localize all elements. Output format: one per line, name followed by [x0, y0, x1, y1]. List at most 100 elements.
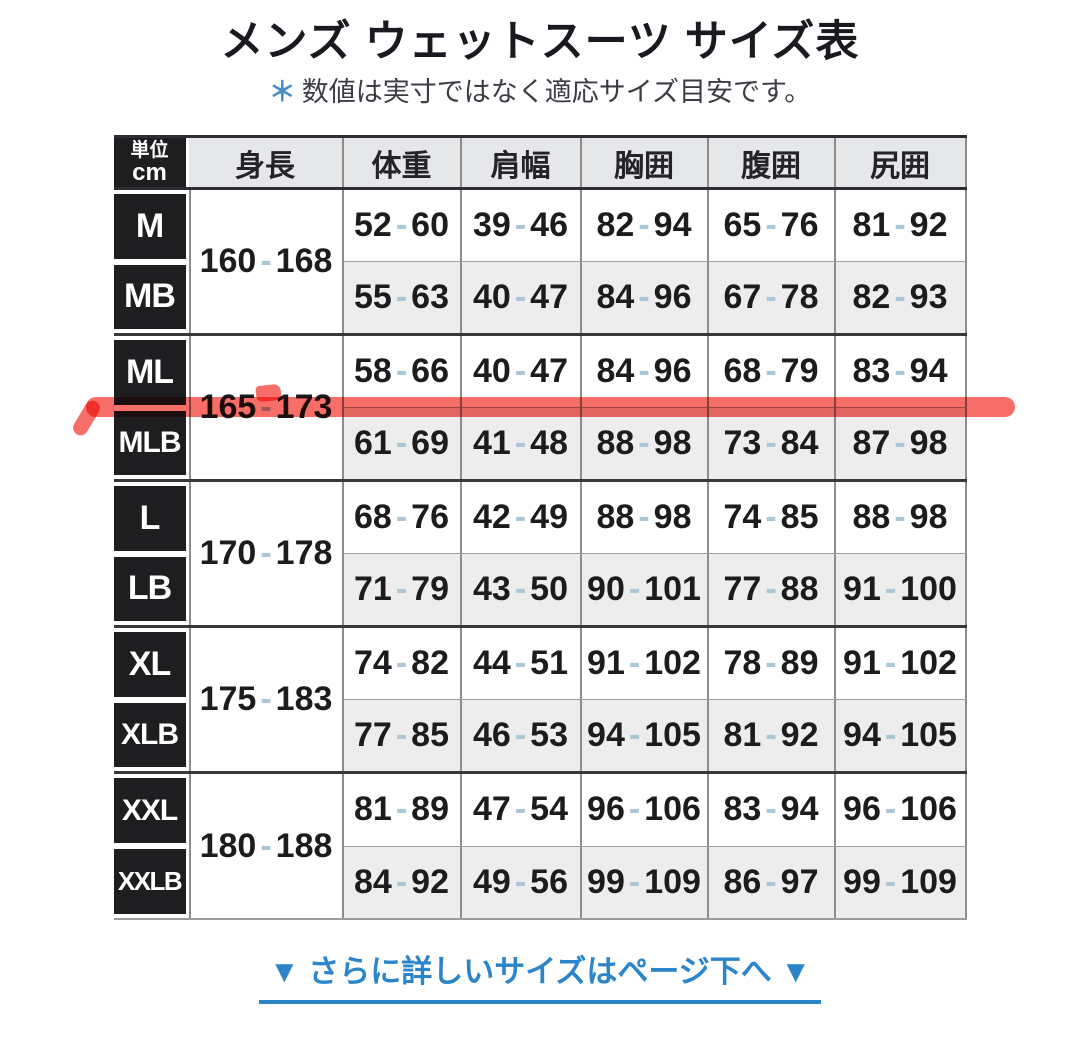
size-label-mb: MB — [113, 264, 186, 329]
cell-shoulder: 49-56 — [462, 846, 582, 918]
cell-belly: 74-85 — [709, 482, 836, 553]
cell-hip: 91-102 — [836, 628, 967, 699]
cell-belly: 77-88 — [709, 554, 836, 625]
cell-chest: 90-101 — [582, 554, 709, 625]
col-header-unit: 単位 cm — [113, 138, 189, 187]
col-header-chest: 胸囲 — [582, 138, 709, 187]
cell-belly: 68-79 — [709, 336, 836, 407]
cell-chest: 94-105 — [582, 700, 709, 771]
cell-chest: 84-96 — [582, 262, 709, 333]
cell-weight: 61-69 — [344, 408, 462, 479]
cell-shoulder: 40-47 — [462, 262, 582, 333]
table-row: 77-85 46-53 94-105 81-92 94-105 — [343, 699, 967, 771]
size-table: 単位 cm 身長 体重 肩幅 胸囲 腹囲 尻囲 M MB 160-168 52-… — [113, 135, 967, 920]
size-group-m: M MB 160-168 52-60 39-46 82-94 65-76 81-… — [113, 190, 967, 336]
cell-weight: 84-92 — [344, 846, 462, 918]
value-cells: 52-60 39-46 82-94 65-76 81-92 55-63 40-4… — [343, 190, 967, 333]
cell-height: 170-178 — [188, 482, 344, 625]
cell-belly: 67-78 — [709, 262, 836, 333]
cell-shoulder: 43-50 — [462, 554, 582, 625]
cell-hip: 83-94 — [836, 336, 967, 407]
cell-chest: 82-94 — [582, 190, 709, 261]
cell-belly: 83-94 — [709, 774, 836, 846]
size-label-column: M MB — [113, 190, 189, 333]
cell-hip: 94-105 — [836, 700, 967, 771]
size-label-xxl: XXL — [113, 778, 186, 843]
value-cells: 58-66 40-47 84-96 68-79 83-94 61-69 41-4… — [343, 336, 967, 479]
unit-label: 単位 — [130, 139, 169, 161]
cell-chest: 91-102 — [582, 628, 709, 699]
size-label-column: XL XLB — [113, 628, 189, 771]
cell-belly: 86-97 — [709, 846, 836, 918]
table-row: 84-92 49-56 99-109 86-97 99-109 — [343, 845, 967, 918]
cell-weight: 71-79 — [344, 554, 462, 625]
cell-hip: 96-106 — [836, 774, 967, 846]
cell-chest: 88-98 — [582, 408, 709, 479]
size-group-l: L LB 170-178 68-76 42-49 88-98 74-85 88-… — [113, 482, 967, 628]
cell-shoulder: 42-49 — [462, 482, 582, 553]
cell-shoulder: 44-51 — [462, 628, 582, 699]
cell-shoulder: 40-47 — [462, 336, 582, 407]
size-note: ＊数値は実寸ではなく適応サイズ目安です。 — [0, 76, 1080, 108]
col-header-weight: 体重 — [344, 138, 462, 187]
red-marker-highlight — [86, 397, 1015, 417]
table-header-row: 単位 cm 身長 体重 肩幅 胸囲 腹囲 尻囲 — [113, 138, 967, 190]
page-title: メンズ ウェットスーツ サイズ表 — [220, 18, 860, 66]
table-row: 71-79 43-50 90-101 77-88 91-100 — [343, 553, 967, 625]
cell-chest: 84-96 — [582, 336, 709, 407]
cell-shoulder: 39-46 — [462, 190, 582, 261]
size-label-xl: XL — [113, 632, 186, 697]
cell-hip: 91-100 — [836, 554, 967, 625]
table-row: 81-89 47-54 96-106 83-94 96-106 — [343, 774, 967, 846]
cell-weight: 58-66 — [344, 336, 462, 407]
cell-chest: 99-109 — [582, 846, 709, 918]
cell-height: 175-183 — [188, 628, 344, 771]
table-row: 68-76 42-49 88-98 74-85 88-98 — [343, 482, 967, 553]
size-label-m: M — [113, 194, 186, 259]
cell-weight: 77-85 — [344, 700, 462, 771]
value-cells: 68-76 42-49 88-98 74-85 88-98 71-79 43-5… — [343, 482, 967, 625]
size-label-column: L LB — [113, 482, 189, 625]
size-label-lb: LB — [113, 556, 186, 621]
size-label-mlb: MLB — [113, 410, 186, 475]
cell-weight: 55-63 — [344, 262, 462, 333]
cell-hip: 82-93 — [836, 262, 967, 333]
cell-hip: 99-109 — [836, 846, 967, 918]
cell-chest: 96-106 — [582, 774, 709, 846]
asterisk-icon: ＊ — [268, 77, 296, 107]
cell-belly: 78-89 — [709, 628, 836, 699]
cell-hip: 81-92 — [836, 190, 967, 261]
footer-link[interactable]: ▼ さらに詳しいサイズはページ下へ ▼ — [258, 946, 822, 1004]
cell-belly: 81-92 — [709, 700, 836, 771]
cell-shoulder: 47-54 — [462, 774, 582, 846]
unit-cm-label: cm — [132, 158, 167, 186]
size-label-xlb: XLB — [113, 702, 186, 767]
cell-weight: 74-82 — [344, 628, 462, 699]
size-label-column: XXL XXLB — [113, 774, 189, 918]
col-header-belly: 腹囲 — [709, 138, 836, 187]
value-cells: 74-82 44-51 91-102 78-89 91-102 77-85 46… — [343, 628, 967, 771]
table-row: 61-69 41-48 88-98 73-84 87-98 — [343, 407, 967, 479]
col-header-height: 身長 — [189, 138, 344, 187]
cell-weight: 68-76 — [344, 482, 462, 553]
note-text: 数値は実寸ではなく適応サイズ目安です。 — [301, 77, 812, 107]
size-label-xxlb: XXLB — [113, 849, 186, 914]
cell-shoulder: 46-53 — [462, 700, 582, 771]
cell-height: 160-168 — [188, 190, 344, 333]
col-header-hip: 尻囲 — [836, 138, 967, 187]
footer: ▼ さらに詳しいサイズはページ下へ ▼ — [0, 946, 1080, 1004]
size-label-column: ML MLB — [113, 336, 189, 479]
size-group-xxl: XXL XXLB 180-188 81-89 47-54 96-106 83-9… — [113, 774, 967, 920]
value-cells: 81-89 47-54 96-106 83-94 96-106 84-92 49… — [343, 774, 967, 918]
cell-weight: 81-89 — [344, 774, 462, 846]
cell-belly: 65-76 — [709, 190, 836, 261]
cell-chest: 88-98 — [582, 482, 709, 553]
table-row: 74-82 44-51 91-102 78-89 91-102 — [343, 628, 967, 699]
cell-belly: 73-84 — [709, 408, 836, 479]
cell-hip: 88-98 — [836, 482, 967, 553]
col-header-shoulder: 肩幅 — [462, 138, 582, 187]
table-row: 58-66 40-47 84-96 68-79 83-94 — [343, 336, 967, 407]
size-label-l: L — [113, 486, 186, 551]
size-group-xl: XL XLB 175-183 74-82 44-51 91-102 78-89 … — [113, 628, 967, 774]
